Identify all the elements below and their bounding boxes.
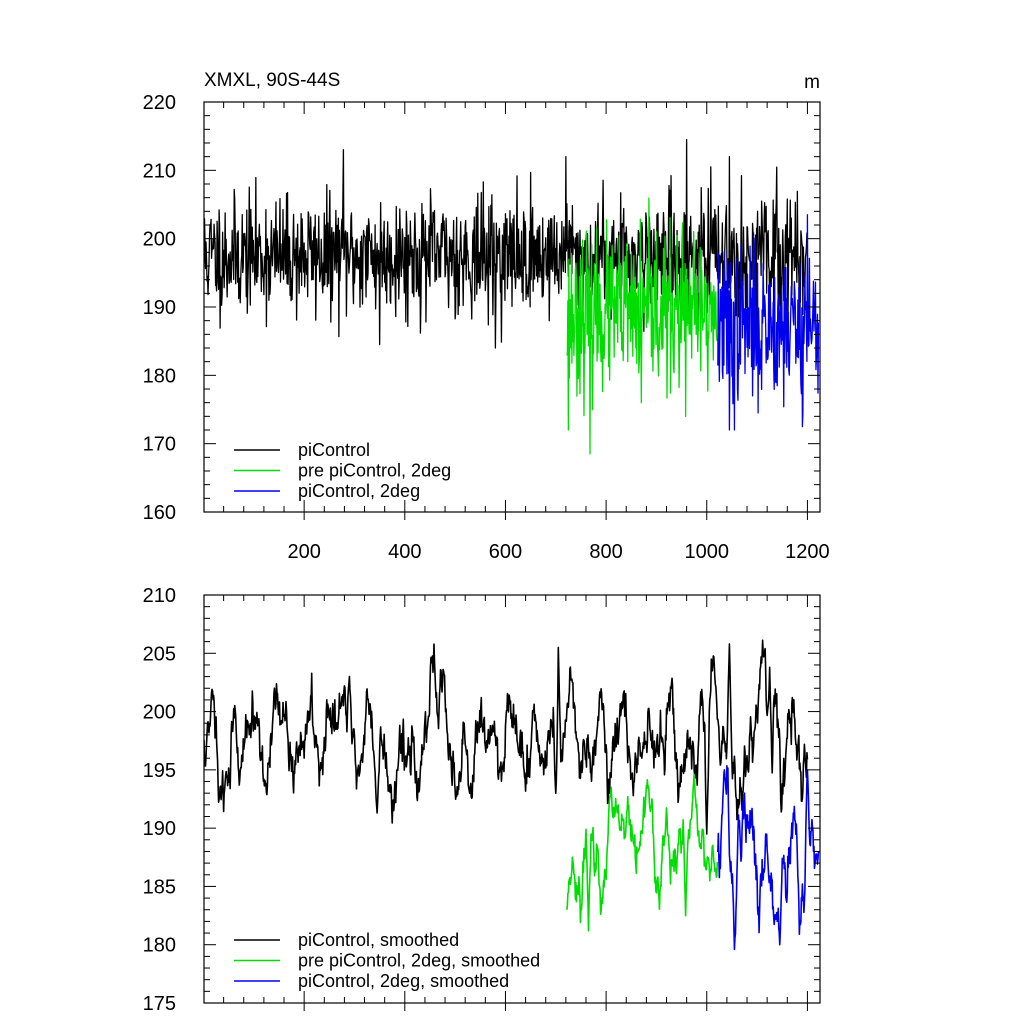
plot-frame — [203, 594, 821, 1004]
chart-title: XMXL, 90S-44S — [204, 70, 340, 91]
x-tick-label: 600 — [489, 541, 522, 563]
legend-label: pre piControl, 2deg — [298, 461, 451, 481]
y-tick-label: 190 — [143, 297, 176, 319]
y-tick-label: 195 — [143, 760, 176, 782]
series-line-picontrol-smoothed — [204, 639, 809, 835]
y-tick-label: 210 — [143, 585, 176, 607]
top-panel: 160 170 180 190 200 210 220 200 400 600 800 1000 120… — [143, 70, 830, 563]
y-tick-label: 170 — [143, 434, 176, 456]
y-tick-label: 220 — [143, 92, 176, 114]
x-tick-label: 200 — [287, 541, 320, 563]
legend-label: pre piControl, 2deg, smoothed — [298, 951, 540, 971]
series-line-pre-picontrol-2deg — [566, 197, 718, 455]
legend-label: piControl, 2deg, smoothed — [298, 971, 509, 991]
y-tick-label: 205 — [143, 643, 176, 665]
series-line-picontrol-2deg — [717, 214, 820, 431]
y-tick-label: 180 — [143, 935, 176, 957]
y-tick-label: 210 — [143, 160, 176, 182]
y-tick-label: 180 — [143, 365, 176, 387]
series-line-pre-picontrol-2deg-smoothed — [566, 773, 719, 932]
y-tick-label: 200 — [143, 702, 176, 724]
bottom-panel: 175 180 185 190 195 200 205 210 piControl, smoot… — [143, 585, 821, 1015]
legend-label: piControl, 2deg — [298, 481, 420, 501]
series-line-picontrol — [204, 138, 809, 349]
legend-label: piControl, smoothed — [298, 930, 459, 950]
legend-label: piControl — [298, 440, 370, 460]
y-tick-label: 200 — [143, 229, 176, 251]
y-tick-label: 160 — [143, 502, 176, 524]
y-tick-label: 175 — [143, 993, 176, 1015]
units-label: m — [804, 72, 820, 93]
y-tick-label: 185 — [143, 876, 176, 898]
y-tick-label: 190 — [143, 818, 176, 840]
x-tick-label: 1200 — [785, 541, 830, 563]
x-tick-label: 1000 — [685, 541, 730, 563]
series-line-picontrol-2deg-smoothed — [717, 764, 820, 951]
x-tick-label: 400 — [388, 541, 421, 563]
x-tick-label: 800 — [589, 541, 622, 563]
